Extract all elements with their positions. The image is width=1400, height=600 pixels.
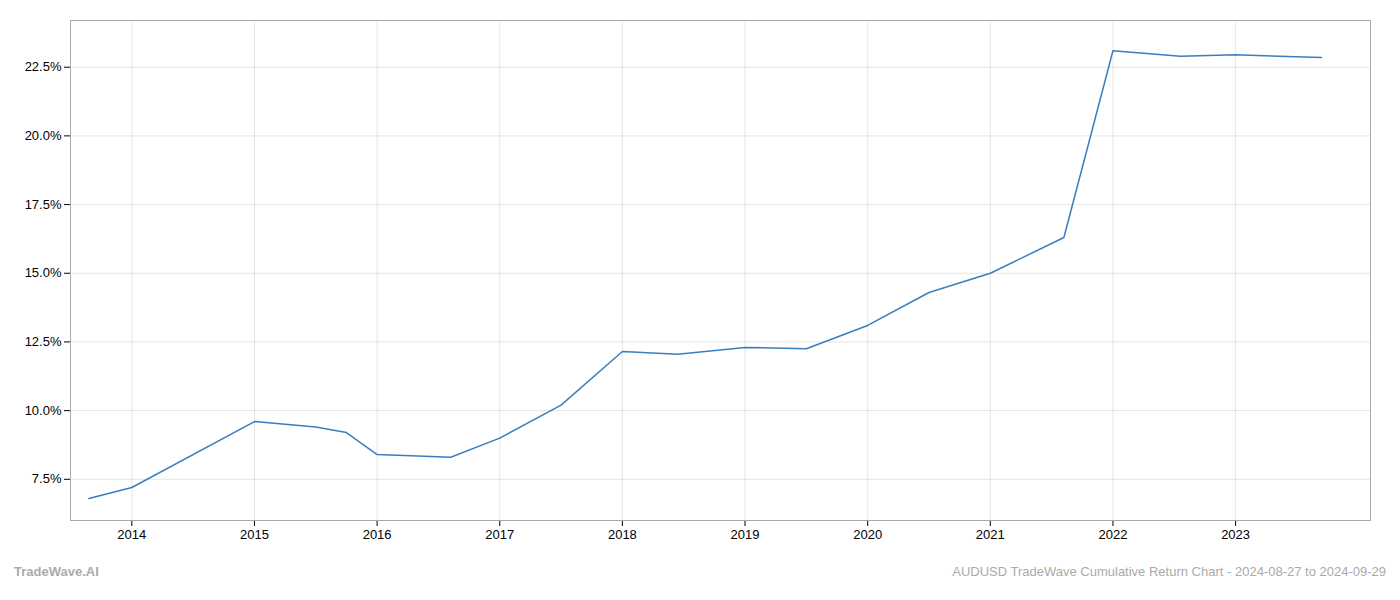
html-text:TradeWave.AI: TradeWave.AI [14,564,99,579]
svg-text:2019: 2019 [731,527,760,542]
svg-text:7.5%: 7.5% [32,471,62,486]
svg-text:2014: 2014 [117,527,146,542]
svg-text:20.0%: 20.0% [25,128,62,143]
svg-text:12.5%: 12.5% [25,334,62,349]
svg-text:2023: 2023 [1221,527,1250,542]
svg-text:2018: 2018 [608,527,637,542]
svg-text:17.5%: 17.5% [25,197,62,212]
svg-text:10.0%: 10.0% [25,403,62,418]
svg-text:2016: 2016 [363,527,392,542]
svg-text:2022: 2022 [1098,527,1127,542]
svg-text:2015: 2015 [240,527,269,542]
svg-text:22.5%: 22.5% [25,59,62,74]
html-text:AUDUSD TradeWave Cumulative Re: AUDUSD TradeWave Cumulative Return Chart… [952,564,1386,579]
svg-text:2020: 2020 [853,527,882,542]
svg-text:2021: 2021 [976,527,1005,542]
svg-text:15.0%: 15.0% [25,265,62,280]
svg-text:2017: 2017 [485,527,514,542]
